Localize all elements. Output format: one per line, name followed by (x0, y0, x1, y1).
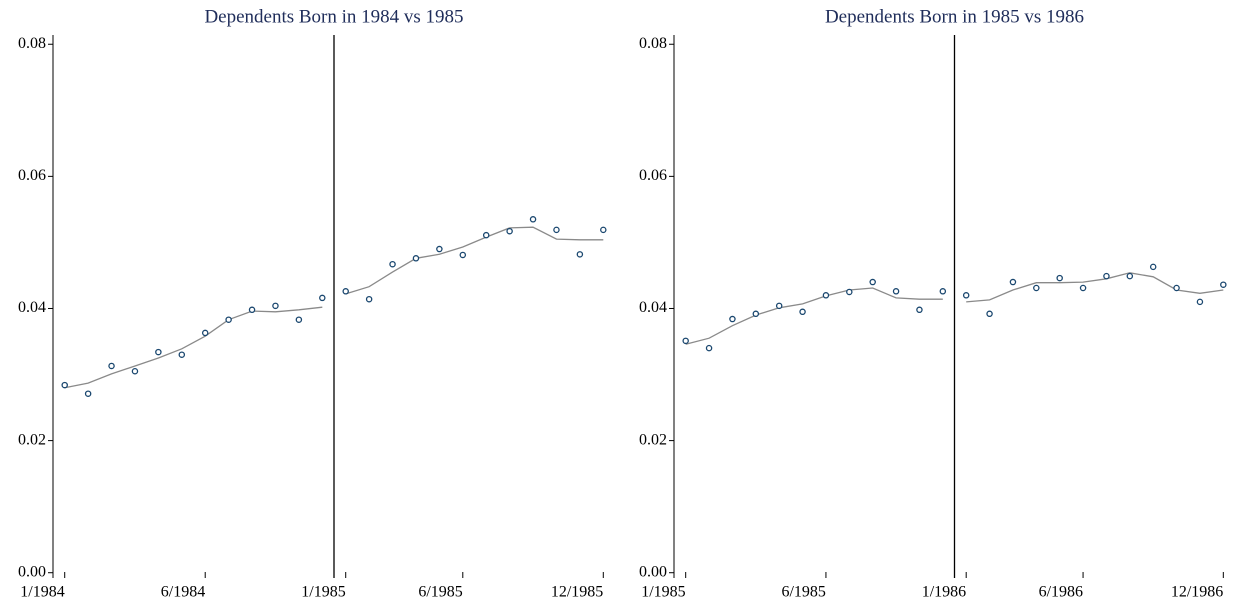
data-point (131, 367, 139, 375)
data-point (799, 308, 806, 316)
x-tick-label: 12/1985 (551, 584, 603, 601)
chart-title: Dependents Born in 1984 vs 1985 (204, 6, 463, 27)
data-point (1056, 274, 1063, 282)
y-tick-label: 0.02 (639, 431, 667, 448)
data-point (178, 351, 186, 358)
data-point (108, 362, 115, 370)
data-point (553, 226, 560, 234)
fit-line (685, 287, 943, 345)
data-point (201, 329, 209, 337)
data-point (939, 288, 947, 295)
data-point (892, 288, 900, 295)
y-tick-label: 0.06 (639, 167, 667, 184)
data-point (1103, 272, 1110, 280)
data-point (1126, 272, 1134, 280)
data-point (705, 344, 713, 352)
y-tick-label: 0.08 (639, 35, 667, 52)
data-point (916, 306, 923, 314)
x-tick-label: 12/1986 (1171, 584, 1223, 601)
y-tick-label: 0.02 (18, 431, 46, 448)
y-tick-label: 0.06 (18, 167, 46, 184)
y-tick-label: 0.00 (18, 563, 46, 580)
data-point (869, 278, 876, 286)
data-point (775, 302, 783, 310)
data-point (155, 348, 162, 356)
data-point (682, 337, 689, 345)
data-point (729, 315, 736, 323)
data-point (1033, 284, 1040, 292)
x-tick-label: 6/1986 (1039, 584, 1083, 601)
data-point (962, 292, 970, 299)
data-point (986, 310, 993, 318)
data-point (576, 251, 584, 258)
x-tick-label: 6/1985 (418, 584, 462, 601)
data-point (412, 255, 420, 262)
data-point (389, 260, 396, 268)
x-tick-label: 1/1985 (641, 584, 685, 601)
x-tick-label: 1/1985 (301, 584, 345, 601)
data-point (600, 226, 607, 234)
data-point (529, 216, 537, 223)
data-point (506, 227, 513, 235)
y-tick-label: 0.08 (18, 35, 46, 52)
y-tick-label: 0.04 (18, 299, 46, 316)
data-point (365, 295, 373, 303)
data-point (61, 381, 68, 389)
data-point (225, 316, 232, 323)
x-tick-label: 6/1984 (161, 584, 205, 601)
data-point (1149, 263, 1157, 271)
fit-line (966, 272, 1224, 303)
x-tick-label: 1/1984 (20, 584, 64, 601)
data-point (482, 231, 490, 239)
y-tick-label: 0.04 (639, 299, 667, 316)
data-point (248, 306, 256, 314)
data-point (1173, 284, 1180, 292)
fit-line (64, 306, 323, 389)
data-point (319, 294, 326, 302)
y-tick-label: 0.00 (639, 563, 667, 580)
data-point (1079, 284, 1087, 292)
data-point (436, 245, 443, 253)
data-point (84, 390, 92, 397)
x-tick-label: 6/1985 (781, 584, 825, 601)
data-point (1220, 281, 1227, 288)
data-point (459, 251, 467, 259)
fit-line (345, 226, 604, 295)
data-point (295, 316, 303, 323)
data-point (846, 288, 853, 296)
data-point (1196, 298, 1204, 306)
data-point (822, 292, 830, 299)
data-point (342, 288, 349, 295)
data-point (272, 302, 279, 310)
data-point (752, 310, 760, 318)
chart-title: Dependents Born in 1985 vs 1986 (825, 6, 1084, 27)
data-point (1009, 278, 1017, 286)
x-tick-label: 1/1986 (922, 584, 966, 601)
